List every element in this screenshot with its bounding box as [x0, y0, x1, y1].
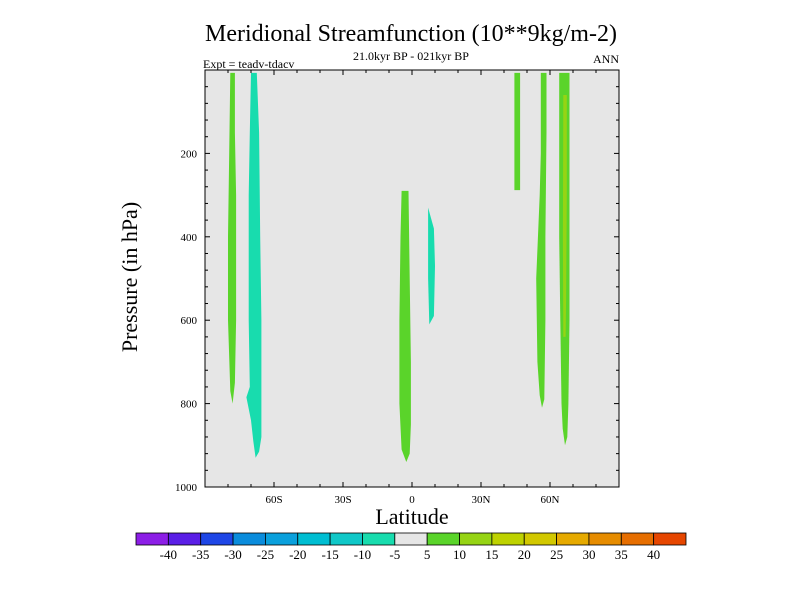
- colorbar-swatch: [426, 532, 460, 546]
- chart-subtitle: 21.0kyr BP - 021kyr BP: [353, 49, 469, 63]
- colorbar-swatch: [232, 532, 266, 546]
- sh-negative-cell: [246, 72, 262, 458]
- chart-title: Meridional Streamfunction (10**9kg/m-2): [205, 21, 617, 47]
- colorbar-label: 35: [615, 547, 628, 562]
- colorbar-label: -30: [224, 547, 241, 562]
- nh-positive-core-66n: [562, 95, 567, 337]
- colorbar-label: -10: [354, 547, 371, 562]
- sh-positive-cell: [228, 72, 237, 404]
- colorbar-label: -35: [192, 547, 209, 562]
- x-axis-label: Latitude: [375, 504, 448, 529]
- y-tick-label: 800: [181, 399, 198, 411]
- colorbar-swatch: [394, 532, 428, 546]
- colorbar-swatch: [620, 532, 655, 546]
- colorbar-swatch: [523, 532, 557, 546]
- plot-background: [205, 70, 619, 487]
- colorbar-label: -20: [289, 547, 306, 562]
- colorbar-label: 30: [582, 547, 595, 562]
- colorbar-label: -5: [389, 547, 400, 562]
- colorbar-label: -40: [160, 547, 177, 562]
- equatorial-positive-cell: [399, 190, 411, 462]
- colorbar-swatch: [200, 532, 234, 546]
- x-tick-label: 60N: [541, 494, 560, 506]
- colorbar: -40 -35 -30 -25 -20 -15 -10 -5 5 10 15 20 25 30 35 40: [135, 532, 687, 562]
- colorbar-label: 15: [485, 547, 498, 562]
- x-tick-label: 30S: [334, 494, 351, 506]
- y-tick-label: 200: [181, 148, 198, 160]
- colorbar-swatch: [329, 532, 363, 546]
- x-tick-label: 0: [409, 494, 415, 506]
- colorbar-swatch: [135, 532, 169, 546]
- colorbar-label: 25: [550, 547, 563, 562]
- colorbar-swatch: [167, 532, 202, 546]
- colorbar-swatch: [588, 532, 622, 546]
- colorbar-swatch: [297, 532, 331, 546]
- colorbar-label: -15: [321, 547, 338, 562]
- colorbar-swatch: [556, 532, 590, 546]
- y-axis-label: Pressure (in hPa): [117, 202, 142, 352]
- colorbar-swatch: [459, 532, 493, 546]
- colorbar-swatch: [265, 532, 299, 546]
- contour-layer: [228, 72, 570, 462]
- x-tick-label: 30N: [472, 494, 491, 506]
- y-tick-label: 400: [181, 232, 198, 244]
- y-tick-label: 600: [181, 315, 198, 327]
- colorbar-label: 40: [647, 547, 660, 562]
- season-label: ANN: [593, 52, 619, 66]
- equatorial-negative-cell: [428, 207, 435, 325]
- colorbar-swatch: [491, 532, 525, 546]
- colorbar-label: 20: [518, 547, 531, 562]
- colorbar-swatch: [653, 532, 687, 546]
- colorbar-label: -25: [257, 547, 274, 562]
- colorbar-label: 5: [424, 547, 431, 562]
- nh-positive-strip-45n: [514, 72, 521, 191]
- x-tick-label: 60S: [265, 494, 282, 506]
- colorbar-swatch: [362, 532, 396, 546]
- nh-positive-cell-55n: [536, 72, 547, 408]
- experiment-label: Expt = teadv-tdacv: [203, 57, 294, 71]
- y-tick-label: 1000: [175, 482, 198, 494]
- colorbar-label: 10: [453, 547, 466, 562]
- tick-layer: 200 400 600 800 1000 60S 30S 0 30N 60N: [175, 69, 620, 506]
